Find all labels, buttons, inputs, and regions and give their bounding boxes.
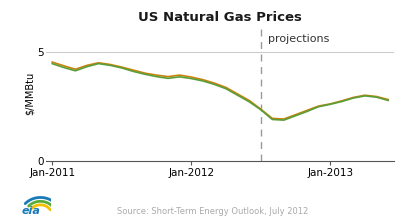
Text: Source: Short-Term Energy Outlook, July 2012: Source: Short-Term Energy Outlook, July …	[117, 207, 308, 216]
Text: eia: eia	[22, 206, 40, 216]
Title: US Natural Gas Prices: US Natural Gas Prices	[138, 11, 302, 24]
Text: projections: projections	[268, 34, 329, 44]
Y-axis label: $/MMBtu: $/MMBtu	[24, 72, 34, 115]
